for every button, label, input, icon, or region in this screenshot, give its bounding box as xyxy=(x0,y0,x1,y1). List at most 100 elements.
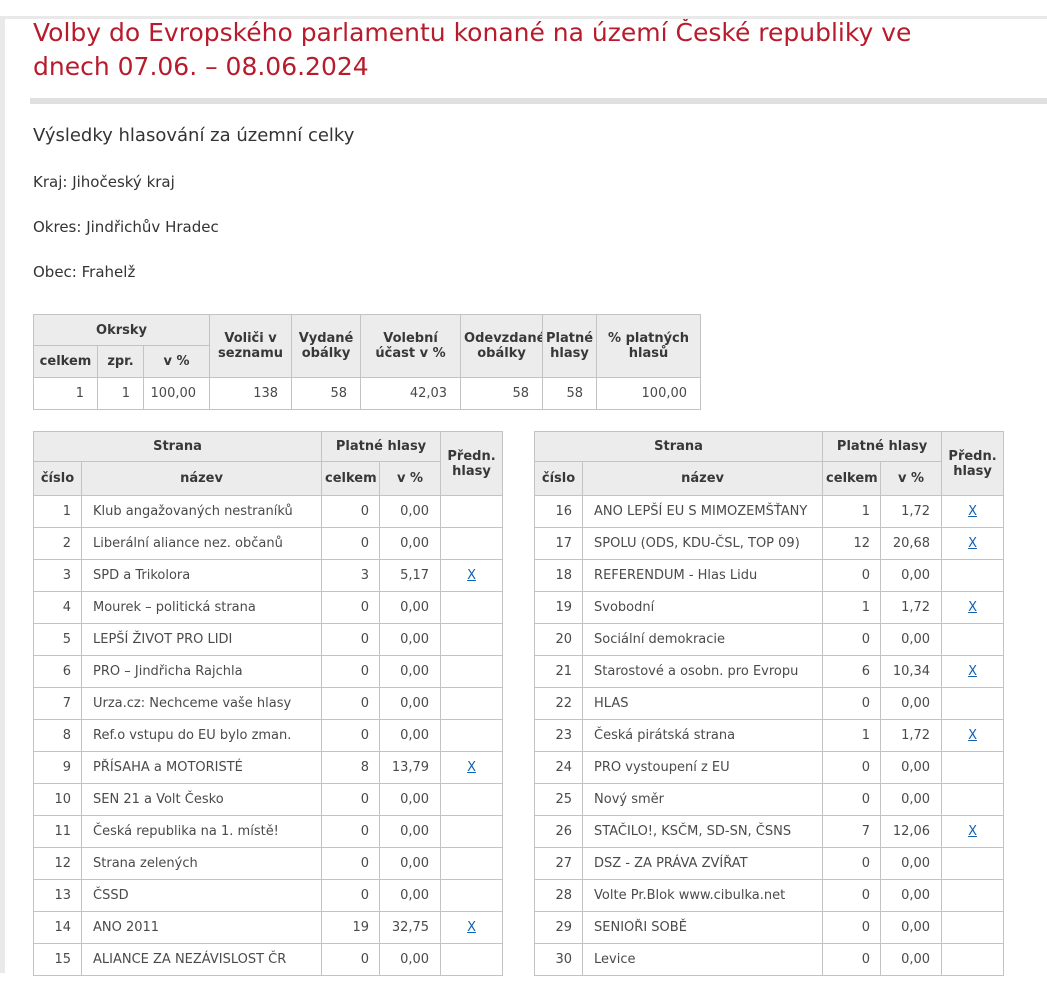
party-name-cell: Strana zelených xyxy=(80,847,323,880)
pct-platnych-hlasu-value: 100,00 xyxy=(596,377,702,410)
party-votes-total-cell: 0 xyxy=(321,687,381,720)
party-votes-total-cell: 0 xyxy=(822,623,882,656)
party-number-cell: 6 xyxy=(33,655,82,688)
col-header-cislo: číslo xyxy=(33,461,82,496)
col-header-platne-hlasy: Platné hlasy xyxy=(542,314,598,378)
party-number-cell: 12 xyxy=(33,847,82,880)
party-votes-total-cell: 0 xyxy=(321,623,381,656)
pref-votes-link[interactable]: X xyxy=(968,504,978,519)
odevzdane-obalky-value: 58 xyxy=(460,377,544,410)
party-row: 4 Mourek – politická strana 0 0,00 xyxy=(33,591,504,624)
party-votes-pct-cell: 1,72 xyxy=(880,719,943,752)
region-line-kraj: Kraj: Jihočeský kraj xyxy=(33,173,1047,191)
party-votes-pct-cell: 0,00 xyxy=(880,687,943,720)
party-row: 26 STAČILO!, KSČM, SD-SN, ČSNS 7 12,06 X xyxy=(534,815,1005,848)
party-votes-pct-cell: 0,00 xyxy=(379,623,442,656)
party-row: 10 SEN 21 a Volt Česko 0 0,00 xyxy=(33,783,504,816)
party-row: 2 Liberální aliance nez. občanů 0 0,00 xyxy=(33,527,504,560)
page-edge-left xyxy=(0,16,5,973)
party-votes-total-cell: 1 xyxy=(822,719,882,752)
party-votes-pct-cell: 0,00 xyxy=(880,847,943,880)
party-row: 24 PRO vystoupení z EU 0 0,00 xyxy=(534,751,1005,784)
party-name-cell: Volte Pr.Blok www.cibulka.net xyxy=(582,879,824,912)
pref-votes-link[interactable]: X xyxy=(968,536,978,551)
party-votes-pct-cell: 0,00 xyxy=(880,879,943,912)
party-votes-total-cell: 12 xyxy=(822,527,882,560)
party-number-cell: 23 xyxy=(534,719,584,752)
party-votes-total-cell: 0 xyxy=(321,719,381,752)
party-votes-total-cell: 19 xyxy=(321,911,381,944)
col-header-pct-platnych-hlasu: % platných hlasů xyxy=(596,314,702,378)
party-name-cell: Česká pirátská strana xyxy=(582,719,824,752)
party-votes-pct-cell: 0,00 xyxy=(880,559,943,592)
pref-votes-link[interactable]: X xyxy=(467,920,476,935)
platne-hlasy-value: 58 xyxy=(542,377,598,410)
party-votes-pct-cell: 1,72 xyxy=(880,591,943,624)
section-title: Výsledky hlasování za územní celky xyxy=(33,125,355,146)
col-header-okrsky-vpct: v % xyxy=(142,345,211,378)
party-name-cell: Liberální aliance nez. občanů xyxy=(80,527,323,560)
col-header-okrsky-zpr: zpr. xyxy=(97,345,144,378)
pref-votes-link[interactable]: X xyxy=(968,664,978,679)
col-header-predn-hlasy: Předn. hlasy xyxy=(440,431,504,496)
party-name-cell: ČSSD xyxy=(80,879,323,912)
pref-votes-link[interactable]: X xyxy=(968,600,978,615)
party-row: 16 ANO LEPŠÍ EU S MIMOZEMŠŤANY 1 1,72 X xyxy=(534,495,1005,528)
party-number-cell: 1 xyxy=(33,495,82,528)
party-number-cell: 26 xyxy=(534,815,584,848)
party-row: 18 REFERENDUM - Hlas Lidu 0 0,00 xyxy=(534,559,1005,592)
party-votes-total-cell: 0 xyxy=(822,879,882,912)
party-number-cell: 9 xyxy=(33,751,82,784)
party-name-cell: DSZ - ZA PRÁVA ZVÍŘAT xyxy=(582,847,824,880)
col-header-platne-hlasy: Platné hlasy xyxy=(321,431,442,462)
party-pref-votes-cell xyxy=(941,623,1005,656)
party-votes-total-cell: 0 xyxy=(321,655,381,688)
party-row: 15 ALIANCE ZA NEZÁVISLOST ČR 0 0,00 xyxy=(33,943,504,976)
party-pref-votes-cell xyxy=(440,879,504,912)
party-pref-votes-cell: X xyxy=(440,911,504,944)
pref-votes-link[interactable]: X xyxy=(968,728,978,743)
party-pref-votes-cell xyxy=(941,687,1005,720)
pref-votes-link[interactable]: X xyxy=(467,568,476,583)
party-table-right: Strana Platné hlasy Předn. hlasy číslo n… xyxy=(534,431,1005,976)
party-row: 21 Starostové a osobn. pro Evropu 6 10,3… xyxy=(534,655,1005,688)
party-row: 20 Sociální demokracie 0 0,00 xyxy=(534,623,1005,656)
party-pref-votes-cell xyxy=(941,911,1005,944)
party-number-cell: 25 xyxy=(534,783,584,816)
col-header-celkem: celkem xyxy=(822,461,882,496)
party-votes-total-cell: 0 xyxy=(822,847,882,880)
party-name-cell: SPD a Trikolora xyxy=(80,559,323,592)
okrsky-celkem-value: 1 xyxy=(33,377,98,410)
party-votes-total-cell: 0 xyxy=(822,783,882,816)
region-line-obec: Obec: Frahelž xyxy=(33,263,1047,281)
party-name-cell: Mourek – politická strana xyxy=(80,591,323,624)
party-number-cell: 2 xyxy=(33,527,82,560)
party-name-cell: Klub angažovaných nestraníků xyxy=(80,495,323,528)
party-row: 9 PŘÍSAHA a MOTORISTÉ 8 13,79 X xyxy=(33,751,504,784)
pref-votes-link[interactable]: X xyxy=(467,760,476,775)
pref-votes-link[interactable]: X xyxy=(968,824,978,839)
party-votes-total-cell: 0 xyxy=(321,879,381,912)
party-pref-votes-cell: X xyxy=(941,495,1005,528)
party-pref-votes-cell: X xyxy=(440,559,504,592)
party-number-cell: 14 xyxy=(33,911,82,944)
party-number-cell: 7 xyxy=(33,687,82,720)
party-pref-votes-cell xyxy=(440,591,504,624)
vydane-obalky-value: 58 xyxy=(291,377,362,410)
party-name-cell: SEN 21 a Volt Česko xyxy=(80,783,323,816)
party-pref-votes-cell: X xyxy=(941,655,1005,688)
col-header-nazev: název xyxy=(582,461,824,496)
party-row: 11 Česká republika na 1. místě! 0 0,00 xyxy=(33,815,504,848)
party-number-cell: 27 xyxy=(534,847,584,880)
party-votes-total-cell: 6 xyxy=(822,655,882,688)
party-name-cell: SENIOŘI SOBĚ xyxy=(582,911,824,944)
summary-data-row: 1 1 100,00 138 58 42,03 58 58 100,00 xyxy=(33,377,702,410)
party-number-cell: 15 xyxy=(33,943,82,976)
party-votes-total-cell: 0 xyxy=(822,911,882,944)
party-votes-pct-cell: 10,34 xyxy=(880,655,943,688)
party-tables-container: Strana Platné hlasy Předn. hlasy číslo n… xyxy=(32,431,1047,976)
kraj-value: Jihočeský kraj xyxy=(72,173,175,191)
party-name-cell: Svobodní xyxy=(582,591,824,624)
party-number-cell: 28 xyxy=(534,879,584,912)
party-number-cell: 8 xyxy=(33,719,82,752)
